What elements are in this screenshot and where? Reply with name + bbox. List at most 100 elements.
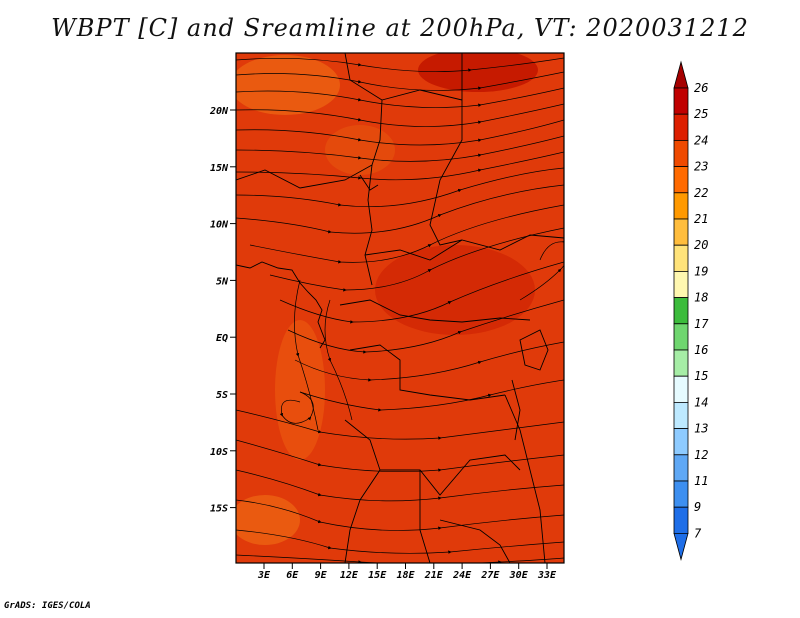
border-line	[236, 164, 373, 189]
streamline	[324, 299, 353, 421]
colorbar-segment	[673, 87, 689, 115]
colorbar-label: 17	[694, 317, 709, 331]
colorbar-label: 19	[694, 264, 708, 278]
border-line	[519, 329, 549, 371]
colorbar-segment	[673, 192, 689, 220]
colorbar-segment	[673, 375, 689, 403]
streamline	[236, 135, 564, 162]
colorbar-label: 12	[694, 448, 708, 462]
lon-label: 12E	[340, 570, 359, 581]
colorbar-label: 11	[694, 474, 708, 488]
colorbar-segment	[673, 139, 689, 167]
colorbar-label: 14	[694, 395, 708, 409]
streamline	[279, 261, 564, 324]
colorbar-label: 25	[694, 107, 708, 121]
colorbar-segment	[673, 480, 689, 508]
field-cool-patch	[236, 495, 300, 545]
streamline	[236, 71, 564, 91]
colorbar-segment	[673, 506, 689, 534]
border-line	[511, 379, 521, 441]
colorbar-top-arrow	[673, 60, 689, 89]
streamline	[236, 151, 564, 181]
streamline	[269, 227, 564, 292]
streamline	[236, 469, 564, 502]
streamline	[249, 204, 564, 264]
longitude-axis: 3E 6E 9E 12E 15E 18E 21E 24E 27E 30E 33E	[257, 563, 557, 581]
colorbar-segment	[673, 113, 689, 141]
colorbar-segment	[673, 166, 689, 194]
colorbar-label: 15	[694, 369, 708, 383]
streamline	[236, 184, 564, 234]
colorbar-segment	[673, 428, 689, 456]
colorbar: 26 25 24 23 22 21 20 19 18 17 16 15 14 13 12 11 9 7	[673, 60, 709, 561]
colorbar-label: 7	[694, 526, 702, 540]
lat-label: 20N	[209, 106, 229, 117]
west-africa-coastline	[236, 261, 326, 349]
lat-label: 10S	[210, 447, 228, 458]
lat-label: 15N	[210, 163, 229, 174]
streamline	[236, 439, 564, 473]
colorbar-label: 20	[694, 238, 708, 252]
lon-label: 21E	[424, 570, 444, 581]
colorbar-segment	[673, 454, 689, 482]
lat-label: 5N	[216, 276, 229, 287]
border-line	[504, 394, 546, 563]
lat-label: EQ	[216, 333, 228, 344]
streamline	[287, 299, 564, 354]
colorbar-segment	[673, 270, 689, 298]
streamline	[236, 529, 564, 554]
country-borders	[236, 53, 564, 563]
streamline	[236, 87, 564, 108]
lat-label: 10N	[210, 220, 229, 231]
lon-label: 15E	[368, 570, 387, 581]
colorbar-label: 18	[694, 291, 708, 305]
streamline	[236, 499, 564, 531]
lon-label: 9E	[315, 570, 328, 581]
streamline	[236, 554, 564, 563]
field-cool-patch	[275, 320, 325, 460]
streamline	[236, 57, 564, 73]
field-cool-patch	[236, 55, 340, 115]
colorbar-label: 23	[694, 160, 708, 174]
map-title: WBPT [C] and Sreamline at 200hPa, VT: 20…	[51, 14, 749, 42]
colorbar-label: 24	[694, 133, 708, 147]
lat-label: 5S	[216, 390, 228, 401]
colorbar-label: 16	[694, 343, 708, 357]
streamline	[294, 341, 564, 382]
streamline	[236, 409, 564, 440]
colorbar-label: 22	[694, 186, 708, 200]
colorbar-label: 26	[694, 81, 708, 95]
streamline	[236, 167, 564, 208]
colorbar-label: 9	[694, 500, 701, 514]
lon-label: 24E	[452, 570, 472, 581]
grads-credit: GrADS: IGES/COLA	[4, 601, 91, 611]
lon-label: 27E	[480, 570, 500, 581]
streamline	[236, 119, 564, 146]
streamline	[294, 279, 319, 431]
lat-label: 15S	[210, 504, 228, 515]
colorbar-label: 21	[694, 212, 708, 226]
lon-label: 33E	[537, 570, 557, 581]
streamline	[299, 379, 564, 412]
colorbar-segment	[673, 401, 689, 429]
latitude-axis: 20N 15N 10N 5N EQ 5S 10S 15S	[209, 106, 236, 515]
streamline	[236, 103, 564, 127]
lon-label: 3E	[257, 570, 271, 581]
lon-label: 30E	[509, 570, 529, 581]
map-frame	[235, 52, 565, 564]
colorbar-segment	[673, 218, 689, 246]
field-cool-patch	[325, 125, 395, 175]
border-line	[439, 519, 511, 563]
colorbar-segment	[673, 244, 689, 272]
streamline-eddy	[519, 241, 564, 301]
lon-label: 18E	[396, 570, 415, 581]
colorbar-segment	[673, 297, 689, 325]
streamline-eddy	[279, 391, 314, 424]
colorbar-segment	[673, 323, 689, 351]
streamlines	[236, 57, 564, 563]
map-figure: 20N 15N 10N 5N EQ 5S 10S 15S 3E 6E 9E 12E 15E 18E 21E…	[209, 52, 709, 581]
lon-label: 6E	[286, 570, 299, 581]
colorbar-label: 13	[694, 422, 708, 436]
colorbar-bottom-arrow	[673, 533, 689, 561]
field-warm-patch	[418, 53, 538, 92]
